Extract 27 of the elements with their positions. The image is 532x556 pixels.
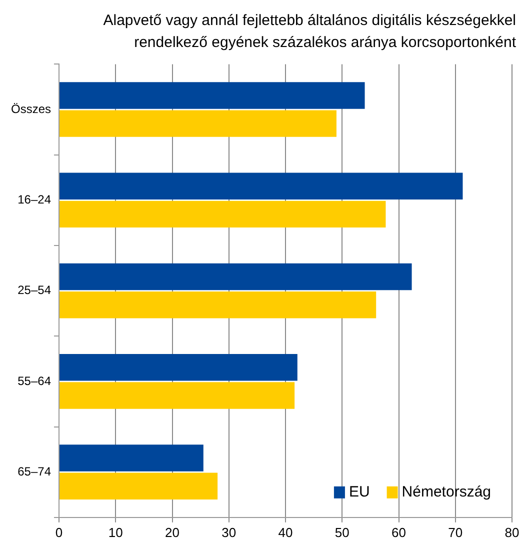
legend-label: EU: [348, 484, 370, 501]
x-tick-label: 70: [448, 524, 463, 540]
bar: [60, 172, 463, 200]
bar: [60, 444, 204, 472]
bar: [60, 200, 386, 228]
bar: [60, 472, 218, 500]
y-tick-label: 65–74: [18, 464, 52, 478]
bar: [60, 82, 365, 109]
x-tick-label: 10: [108, 524, 123, 540]
x-tick-label: 40: [278, 524, 293, 540]
x-tick-label: 20: [165, 524, 180, 540]
y-tick-label: 16–24: [18, 192, 52, 206]
bar: [60, 292, 376, 318]
x-tick-label: 60: [392, 524, 406, 540]
x-tick-label: 0: [55, 524, 63, 540]
bar: [60, 354, 298, 381]
x-tick-label: 50: [334, 524, 350, 540]
y-tick-label: 55–64: [18, 374, 52, 388]
legend-label: Németország: [402, 484, 491, 501]
bar: [60, 110, 336, 137]
bar: [60, 382, 295, 409]
y-tick-label: 25–54: [18, 283, 52, 298]
x-tick-label: 30: [222, 524, 236, 540]
chart-title: Alapvető vagy annál fejlettebb általános digitális készségekkel rendelkező egyének százalékos aránya korcsoportonként: [102, 11, 517, 53]
bar: [60, 263, 412, 290]
x-tick-label: 80: [504, 524, 520, 540]
y-tick-label: Összes: [10, 102, 52, 116]
